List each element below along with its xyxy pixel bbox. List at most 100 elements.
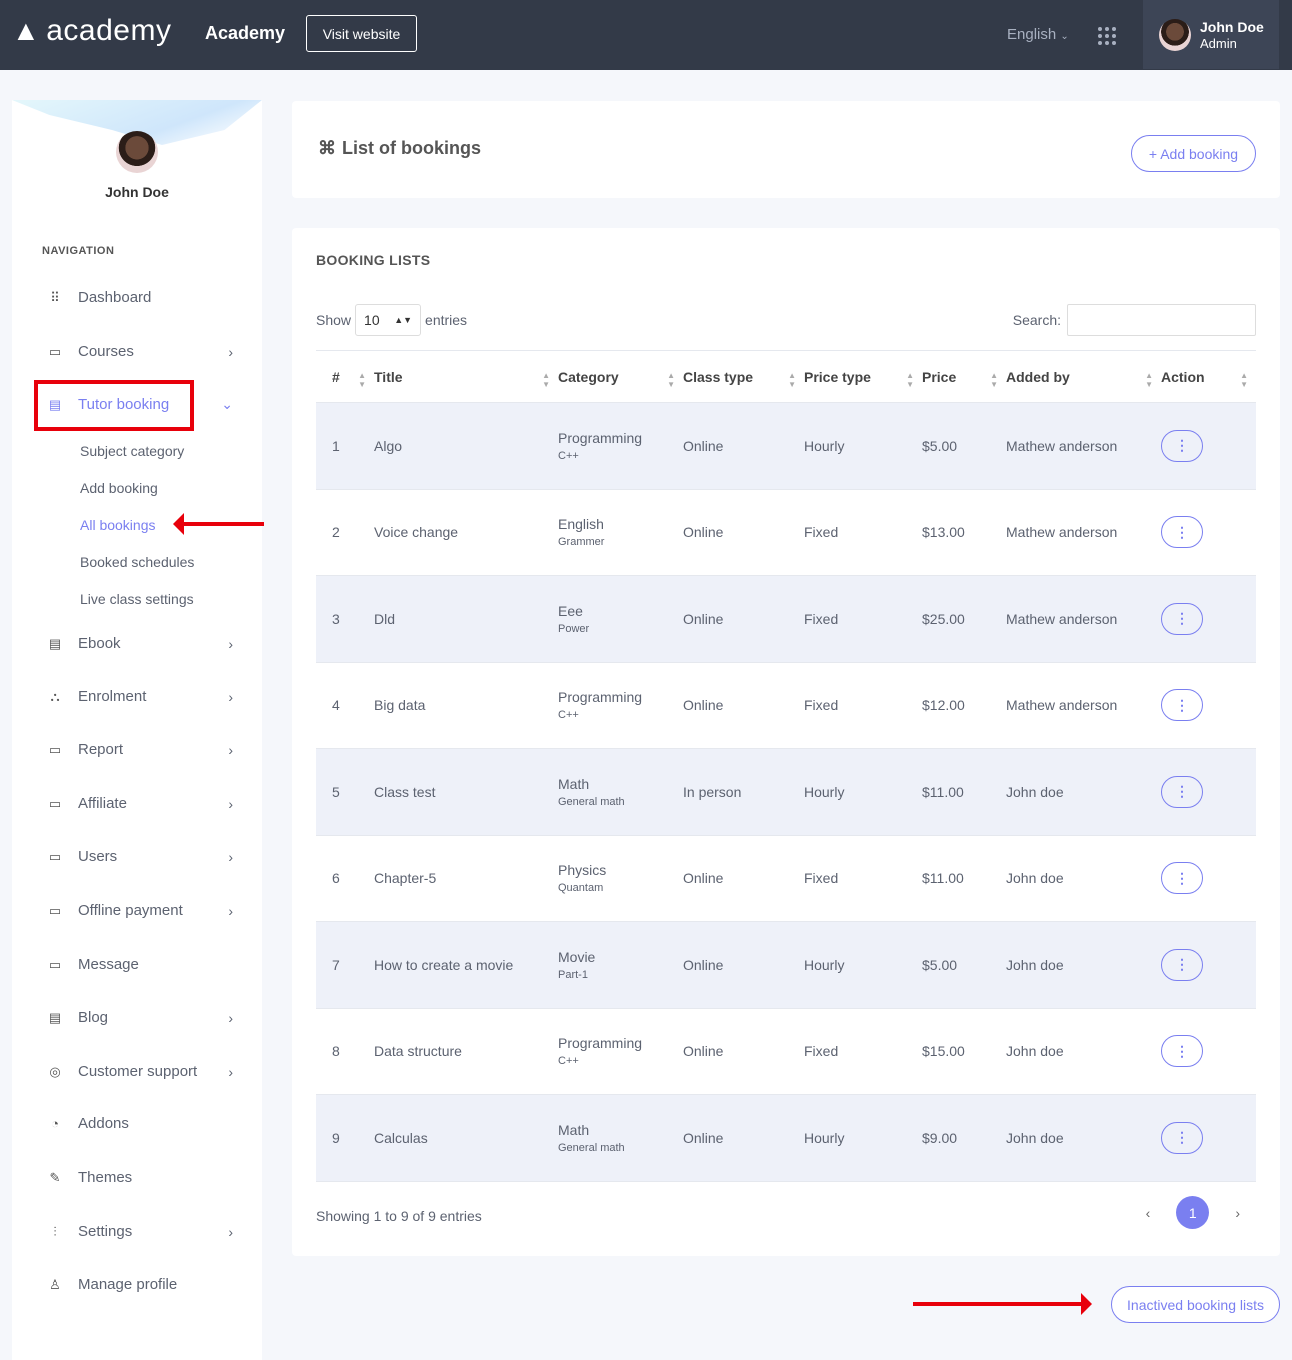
- table-row: 8 Data structure Programming C++ Online Fix…: [316, 1008, 1256, 1095]
- sidebar-item-enrolment[interactable]: ⛬ Enrolment ›: [48, 688, 233, 705]
- grid-icon: ⠿: [50, 289, 60, 305]
- more-vertical-icon: ⋮: [1175, 783, 1189, 800]
- row-actions-button[interactable]: ⋮: [1161, 516, 1203, 549]
- submenu-item[interactable]: Live class settings: [80, 591, 194, 607]
- column-header[interactable]: Title ▲ ▼: [374, 350, 558, 403]
- search: Search:: [1013, 304, 1256, 336]
- column-header[interactable]: # ▲ ▼: [316, 350, 374, 403]
- row-actions-button[interactable]: ⋮: [1161, 429, 1203, 462]
- sidebar-item-report[interactable]: ▭ Report ›: [48, 741, 233, 758]
- logo-icon: ▲: [12, 15, 41, 46]
- sort-icon: ▲ ▼: [990, 371, 998, 389]
- sidebar-item-users[interactable]: ▭ Users ›: [48, 848, 233, 865]
- chevron-down-icon: ⌄: [221, 396, 233, 412]
- chevron-right-icon: ›: [228, 343, 233, 360]
- document-icon: ▤: [48, 1009, 62, 1025]
- sort-icon: ▲ ▼: [542, 371, 550, 389]
- entries-select[interactable]: 10 ▲▼: [355, 304, 422, 336]
- visit-website-button[interactable]: Visit website: [306, 15, 417, 52]
- sidebar-item-message[interactable]: ▭ Message: [48, 956, 139, 973]
- column-header[interactable]: Action ▲ ▼: [1161, 350, 1256, 403]
- entries-length: Show 10 ▲▼ entries: [316, 304, 467, 336]
- table-row: 6 Chapter-5 Physics Quantam Online Fixed $11…: [316, 835, 1256, 922]
- sort-icon: ▲ ▼: [667, 371, 675, 389]
- table-row: 9 Calculas Math General math Online Hourly $…: [316, 1094, 1256, 1182]
- row-actions-button[interactable]: ⋮: [1161, 602, 1203, 635]
- sidebar-item-courses[interactable]: ▭ Courses ›: [48, 343, 233, 360]
- user-menu[interactable]: John Doe Admin: [1143, 0, 1279, 69]
- column-header[interactable]: Category ▲ ▼: [558, 350, 683, 403]
- previous-page-button[interactable]: ‹: [1145, 1204, 1151, 1221]
- next-page-button[interactable]: ›: [1235, 1204, 1240, 1221]
- sidebar-item-settings[interactable]: ⫶ Settings ›: [48, 1223, 233, 1240]
- row-actions-button[interactable]: ⋮: [1161, 948, 1203, 981]
- sort-icon: ▲ ▼: [358, 371, 366, 389]
- table-row: 3 Dld Eee Power Online Fixed $25.00 Mathew an…: [316, 575, 1256, 663]
- archive-icon: ▭: [48, 741, 62, 757]
- sidebar-item-dashboard[interactable]: ⠿ Dashboard: [48, 289, 233, 306]
- chevron-right-icon: ›: [228, 1063, 233, 1080]
- section-title: BOOKING LISTS: [316, 252, 431, 268]
- message-icon: ▭: [48, 956, 62, 972]
- column-header[interactable]: Class type ▲ ▼: [683, 350, 804, 403]
- user-icon: ♙: [49, 1276, 61, 1292]
- nav-label: NAVIGATION: [42, 245, 115, 257]
- sidebar-item-ebook[interactable]: ▤ Ebook ›: [48, 635, 233, 652]
- submenu-item[interactable]: All bookings: [80, 517, 156, 533]
- sidebar-item-manage-profile[interactable]: ♙ Manage profile: [49, 1276, 178, 1293]
- document-icon: ▤: [48, 396, 62, 412]
- sidebar-item-addons[interactable]: ◔ Addons: [48, 1115, 233, 1132]
- submenu-item[interactable]: Subject category: [80, 443, 185, 459]
- chevron-right-icon: ›: [228, 1009, 233, 1026]
- sidebar-user-name: John Doe: [105, 184, 169, 200]
- add-booking-button[interactable]: + Add booking: [1131, 135, 1256, 172]
- column-header[interactable]: Added by ▲ ▼: [1006, 350, 1161, 403]
- sidebar-item-themes[interactable]: ✎ Themes: [49, 1169, 133, 1186]
- chevron-right-icon: ›: [228, 688, 233, 705]
- column-header[interactable]: Price type ▲ ▼: [804, 350, 922, 403]
- more-vertical-icon: ⋮: [1175, 696, 1189, 713]
- lifebuoy-icon: ◎: [49, 1063, 61, 1079]
- sidebar-item-tutor-booking[interactable]: ▤ Tutor booking ⌄: [48, 396, 233, 413]
- inactive-booking-lists-button[interactable]: Inactived booking lists: [1111, 1286, 1280, 1323]
- sidebar-item-offline-payment[interactable]: ▭ Offline payment ›: [48, 902, 233, 919]
- more-vertical-icon: ⋮: [1175, 610, 1189, 627]
- archive-icon: ▭: [48, 848, 62, 864]
- language-dropdown[interactable]: English ⌄: [1007, 26, 1069, 43]
- sidebar-item-customer-support[interactable]: ◎ Customer support ›: [49, 1063, 233, 1080]
- submenu-item[interactable]: Add booking: [80, 480, 158, 496]
- pagination: ‹ 1 ›: [1146, 1196, 1240, 1229]
- command-icon: ⌘: [318, 138, 336, 158]
- archive-icon: ▭: [48, 795, 62, 811]
- sort-icon: ▲ ▼: [788, 371, 796, 389]
- chevron-right-icon: ›: [228, 848, 233, 865]
- brand-name: Academy: [205, 23, 286, 43]
- row-actions-button[interactable]: ⋮: [1161, 1035, 1203, 1068]
- row-actions-button[interactable]: ⋮: [1161, 862, 1203, 895]
- sort-icon: ▲ ▼: [1145, 371, 1153, 389]
- sidebar-avatar: [116, 131, 158, 173]
- chevron-right-icon: ›: [228, 902, 233, 919]
- row-actions-button[interactable]: ⋮: [1161, 1121, 1203, 1154]
- sidebar-item-affiliate[interactable]: ▭ Affiliate ›: [48, 795, 233, 812]
- column-header[interactable]: Price ▲ ▼: [922, 350, 1006, 403]
- annotation-arrow: [173, 513, 264, 535]
- submenu-item[interactable]: Booked schedules: [80, 554, 195, 570]
- more-vertical-icon: ⋮: [1175, 956, 1189, 973]
- annotation-arrow: [913, 1293, 1092, 1315]
- document-icon: ▤: [48, 635, 62, 651]
- more-vertical-icon: ⋮: [1175, 523, 1189, 540]
- row-actions-button[interactable]: ⋮: [1161, 689, 1203, 722]
- logo[interactable]: ▲ academy: [12, 14, 172, 47]
- sidebar-item-blog[interactable]: ▤ Blog ›: [48, 1009, 233, 1026]
- more-vertical-icon: ⋮: [1175, 437, 1189, 454]
- row-actions-button[interactable]: ⋮: [1161, 775, 1203, 808]
- sliders-icon: ⫶: [53, 1223, 57, 1239]
- page-1-button[interactable]: 1: [1176, 1196, 1210, 1229]
- page-header-card: ⌘ List of bookings + Add booking: [292, 101, 1280, 198]
- apps-grid-icon[interactable]: [1098, 27, 1116, 45]
- network-icon: ⛬: [50, 688, 60, 704]
- annotation-highlight-box: [34, 380, 194, 431]
- sort-icon: ▲ ▼: [1240, 371, 1248, 389]
- search-input[interactable]: [1067, 304, 1256, 336]
